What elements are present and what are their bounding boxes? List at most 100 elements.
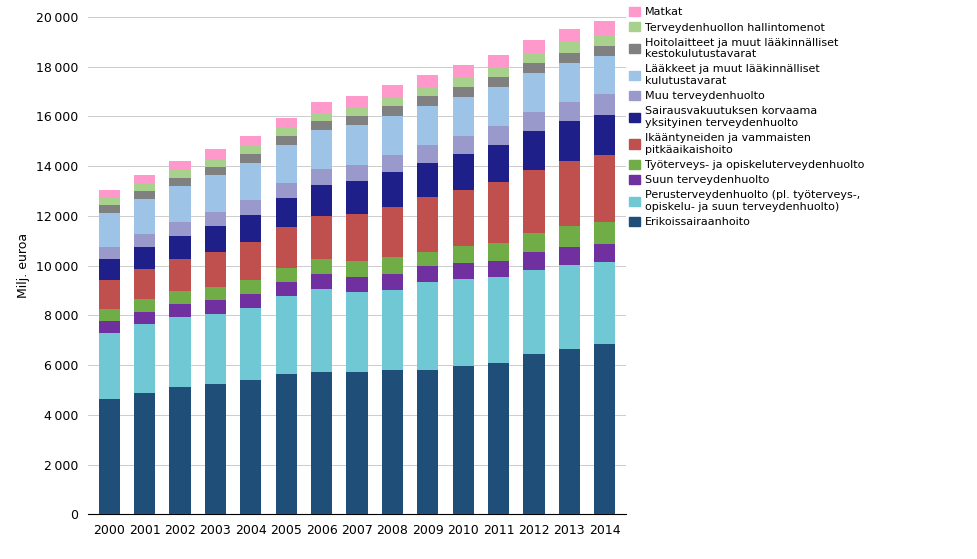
Bar — [276, 128, 296, 136]
Bar — [417, 282, 438, 369]
Bar — [523, 73, 544, 112]
Bar — [417, 87, 438, 96]
Bar — [452, 279, 473, 366]
Bar — [99, 321, 120, 333]
Bar — [99, 247, 120, 259]
Bar — [558, 349, 579, 514]
Bar — [276, 136, 296, 145]
Bar — [346, 214, 367, 260]
Bar — [593, 56, 615, 94]
Bar — [452, 247, 473, 263]
Bar — [204, 226, 226, 252]
Bar — [134, 393, 155, 514]
Bar — [346, 277, 367, 292]
Bar — [523, 63, 544, 73]
Bar — [381, 290, 403, 370]
Bar — [381, 370, 403, 514]
Bar — [276, 375, 296, 514]
Bar — [452, 154, 473, 190]
Bar — [169, 291, 191, 304]
Bar — [381, 207, 403, 257]
Bar — [488, 68, 509, 78]
Bar — [452, 78, 473, 87]
Bar — [134, 269, 155, 299]
Bar — [134, 234, 155, 247]
Bar — [134, 199, 155, 234]
Bar — [346, 96, 367, 107]
Bar — [558, 53, 579, 63]
Bar — [169, 317, 191, 387]
Bar — [593, 46, 615, 56]
Bar — [276, 268, 296, 282]
Bar — [381, 257, 403, 274]
Bar — [169, 304, 191, 317]
Bar — [311, 113, 332, 121]
Bar — [488, 363, 509, 514]
Bar — [204, 287, 226, 300]
Bar — [240, 163, 261, 200]
Bar — [169, 259, 191, 291]
Bar — [593, 344, 615, 514]
Bar — [311, 169, 332, 185]
Bar — [134, 247, 155, 269]
Bar — [593, 222, 615, 244]
Bar — [558, 226, 579, 247]
Bar — [311, 102, 332, 113]
Bar — [488, 243, 509, 261]
Bar — [134, 299, 155, 312]
Bar — [204, 300, 226, 314]
Bar — [417, 75, 438, 87]
Bar — [523, 233, 544, 252]
Bar — [488, 78, 509, 87]
Bar — [240, 308, 261, 381]
Bar — [593, 155, 615, 222]
Bar — [488, 87, 509, 126]
Bar — [381, 86, 403, 97]
Bar — [558, 247, 579, 265]
Bar — [417, 197, 438, 252]
Bar — [346, 164, 367, 182]
Bar — [276, 228, 296, 268]
Bar — [381, 274, 403, 290]
Bar — [169, 222, 191, 236]
Bar — [381, 116, 403, 155]
Bar — [240, 146, 261, 154]
Bar — [99, 205, 120, 213]
Bar — [99, 259, 120, 280]
Bar — [488, 145, 509, 182]
Bar — [417, 252, 438, 266]
Bar — [311, 372, 332, 514]
Bar — [99, 198, 120, 205]
Bar — [417, 266, 438, 282]
Bar — [346, 125, 367, 164]
Bar — [99, 280, 120, 309]
Bar — [558, 42, 579, 53]
Bar — [311, 274, 332, 289]
Bar — [240, 154, 261, 163]
Bar — [346, 182, 367, 214]
Bar — [240, 215, 261, 242]
Bar — [593, 244, 615, 262]
Bar — [311, 289, 332, 372]
Bar — [311, 216, 332, 259]
Bar — [593, 262, 615, 344]
Bar — [134, 175, 155, 183]
Bar — [276, 145, 296, 183]
Bar — [523, 53, 544, 63]
Bar — [311, 185, 332, 216]
Bar — [99, 190, 120, 198]
Bar — [558, 265, 579, 349]
Bar — [240, 200, 261, 215]
Bar — [346, 260, 367, 277]
Bar — [204, 314, 226, 383]
Bar — [488, 261, 509, 277]
Bar — [488, 55, 509, 68]
Y-axis label: Milj. euroa: Milj. euroa — [18, 233, 30, 298]
Bar — [558, 102, 579, 121]
Bar — [523, 170, 544, 233]
Bar — [452, 136, 473, 154]
Bar — [523, 269, 544, 354]
Bar — [204, 167, 226, 175]
Bar — [276, 296, 296, 375]
Bar — [169, 161, 191, 170]
